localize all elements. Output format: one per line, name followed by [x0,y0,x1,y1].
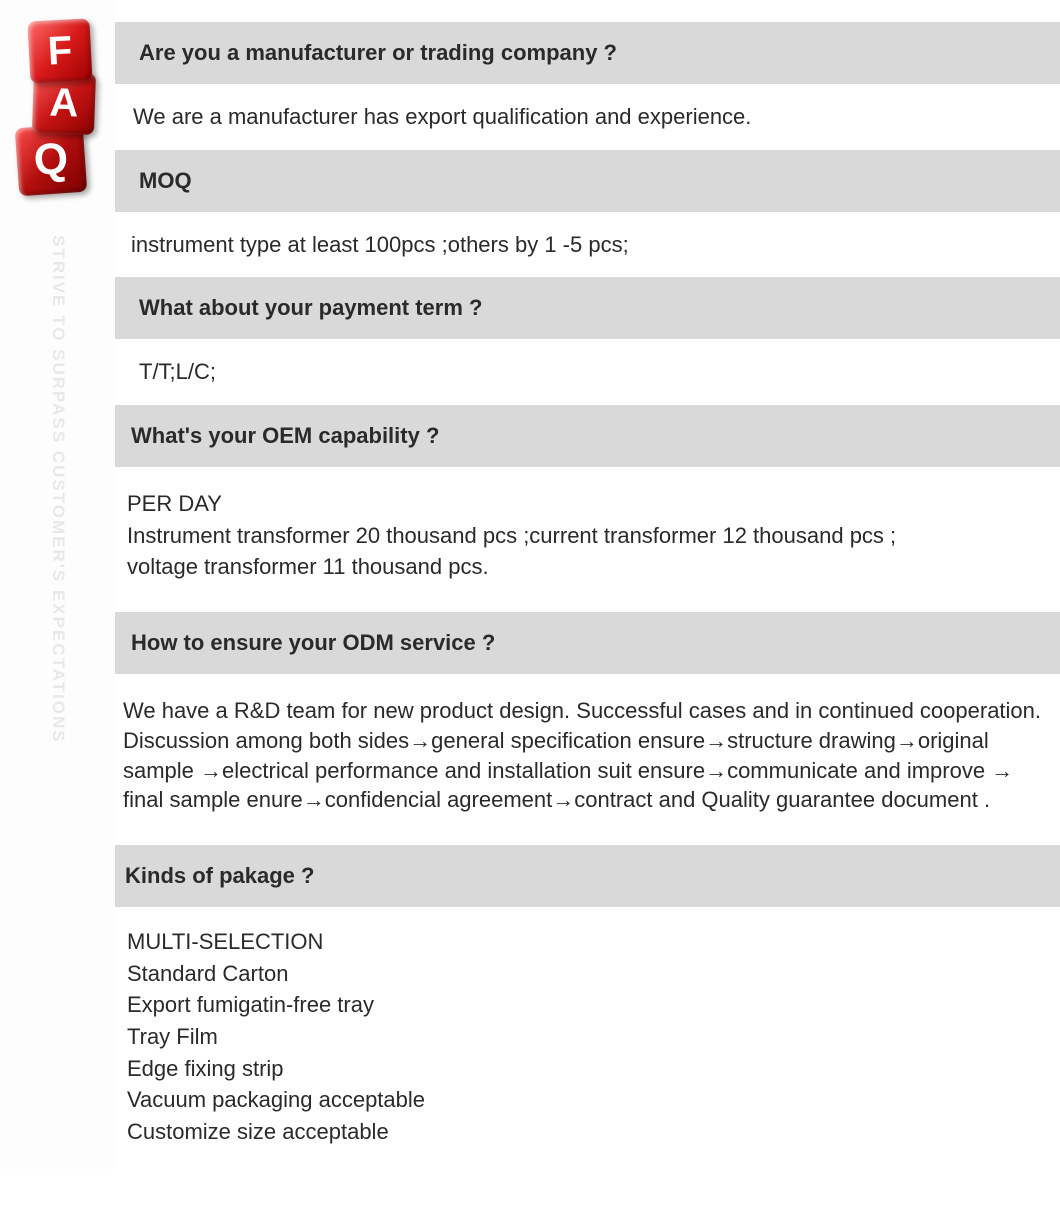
answer-line: instrument type at least 100pcs ;others … [131,230,1038,260]
answer-line: We are a manufacturer has export qualifi… [133,102,1038,132]
faq-page: F A Q STRIVE TO SURPASS CUSTOMER'S EXPEC… [0,0,1060,1169]
faq-question: Are you a manufacturer or trading compan… [115,22,1060,84]
sidebar: F A Q STRIVE TO SURPASS CUSTOMER'S EXPEC… [0,0,115,1169]
faq-answer: We have a R&D team for new product desig… [115,674,1060,845]
sidebar-slogan: STRIVE TO SURPASS CUSTOMER'S EXPECTATION… [48,235,68,744]
answer-line: Export fumigatin-free tray [127,990,1050,1020]
answer-line: We have a R&D team for new product desig… [123,696,1048,815]
answer-line: MULTI-SELECTION [127,927,1050,957]
faq-question: Kinds of pakage ? [115,845,1060,907]
logo-cube-f: F [27,18,92,83]
faq-question: What's your OEM capability ? [115,405,1060,467]
answer-line: voltage transformer 11 thousand pcs. [127,552,1038,582]
faq-question: How to ensure your ODM service ? [115,612,1060,674]
answer-line: Standard Carton [127,959,1050,989]
answer-line: Edge fixing strip [127,1054,1050,1084]
faq-question: What about your payment term ? [115,277,1060,339]
faq-answer: We are a manufacturer has export qualifi… [115,84,1060,150]
faq-answer: T/T;L/C; [115,339,1060,405]
faq-content: Are you a manufacturer or trading compan… [115,0,1060,1169]
faq-answer: PER DAY Instrument transformer 20 thousa… [115,467,1060,612]
answer-line: T/T;L/C; [139,357,1038,387]
answer-line: Customize size acceptable [127,1117,1050,1147]
faq-logo: F A Q [15,20,105,200]
faq-answer: MULTI-SELECTION Standard Carton Export f… [115,907,1060,1169]
answer-line: PER DAY [127,489,1038,519]
logo-cube-q: Q [15,124,88,197]
answer-line: Instrument transformer 20 thousand pcs ;… [127,521,1038,551]
faq-question: MOQ [115,150,1060,212]
answer-line: Tray Film [127,1022,1050,1052]
faq-answer: instrument type at least 100pcs ;others … [115,212,1060,278]
answer-line: Vacuum packaging acceptable [127,1085,1050,1115]
